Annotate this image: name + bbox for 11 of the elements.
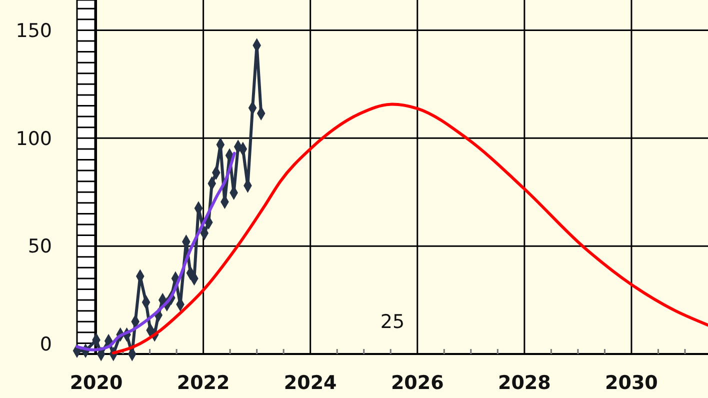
x-tick-label: 2022 bbox=[176, 372, 230, 394]
x-tick-label: 2030 bbox=[605, 372, 658, 394]
y-tick-label: 0 bbox=[40, 334, 52, 356]
x-tick-label: 2020 bbox=[70, 372, 123, 394]
y-tick-label: 100 bbox=[16, 128, 52, 150]
annotation: 25 bbox=[380, 311, 405, 333]
y-tick-label: 150 bbox=[16, 20, 52, 42]
x-tick-label: 2026 bbox=[390, 372, 444, 394]
y-tick-label: 50 bbox=[28, 236, 52, 258]
x-tick-label: 2024 bbox=[284, 372, 337, 394]
x-tick-label: 2028 bbox=[498, 372, 551, 394]
